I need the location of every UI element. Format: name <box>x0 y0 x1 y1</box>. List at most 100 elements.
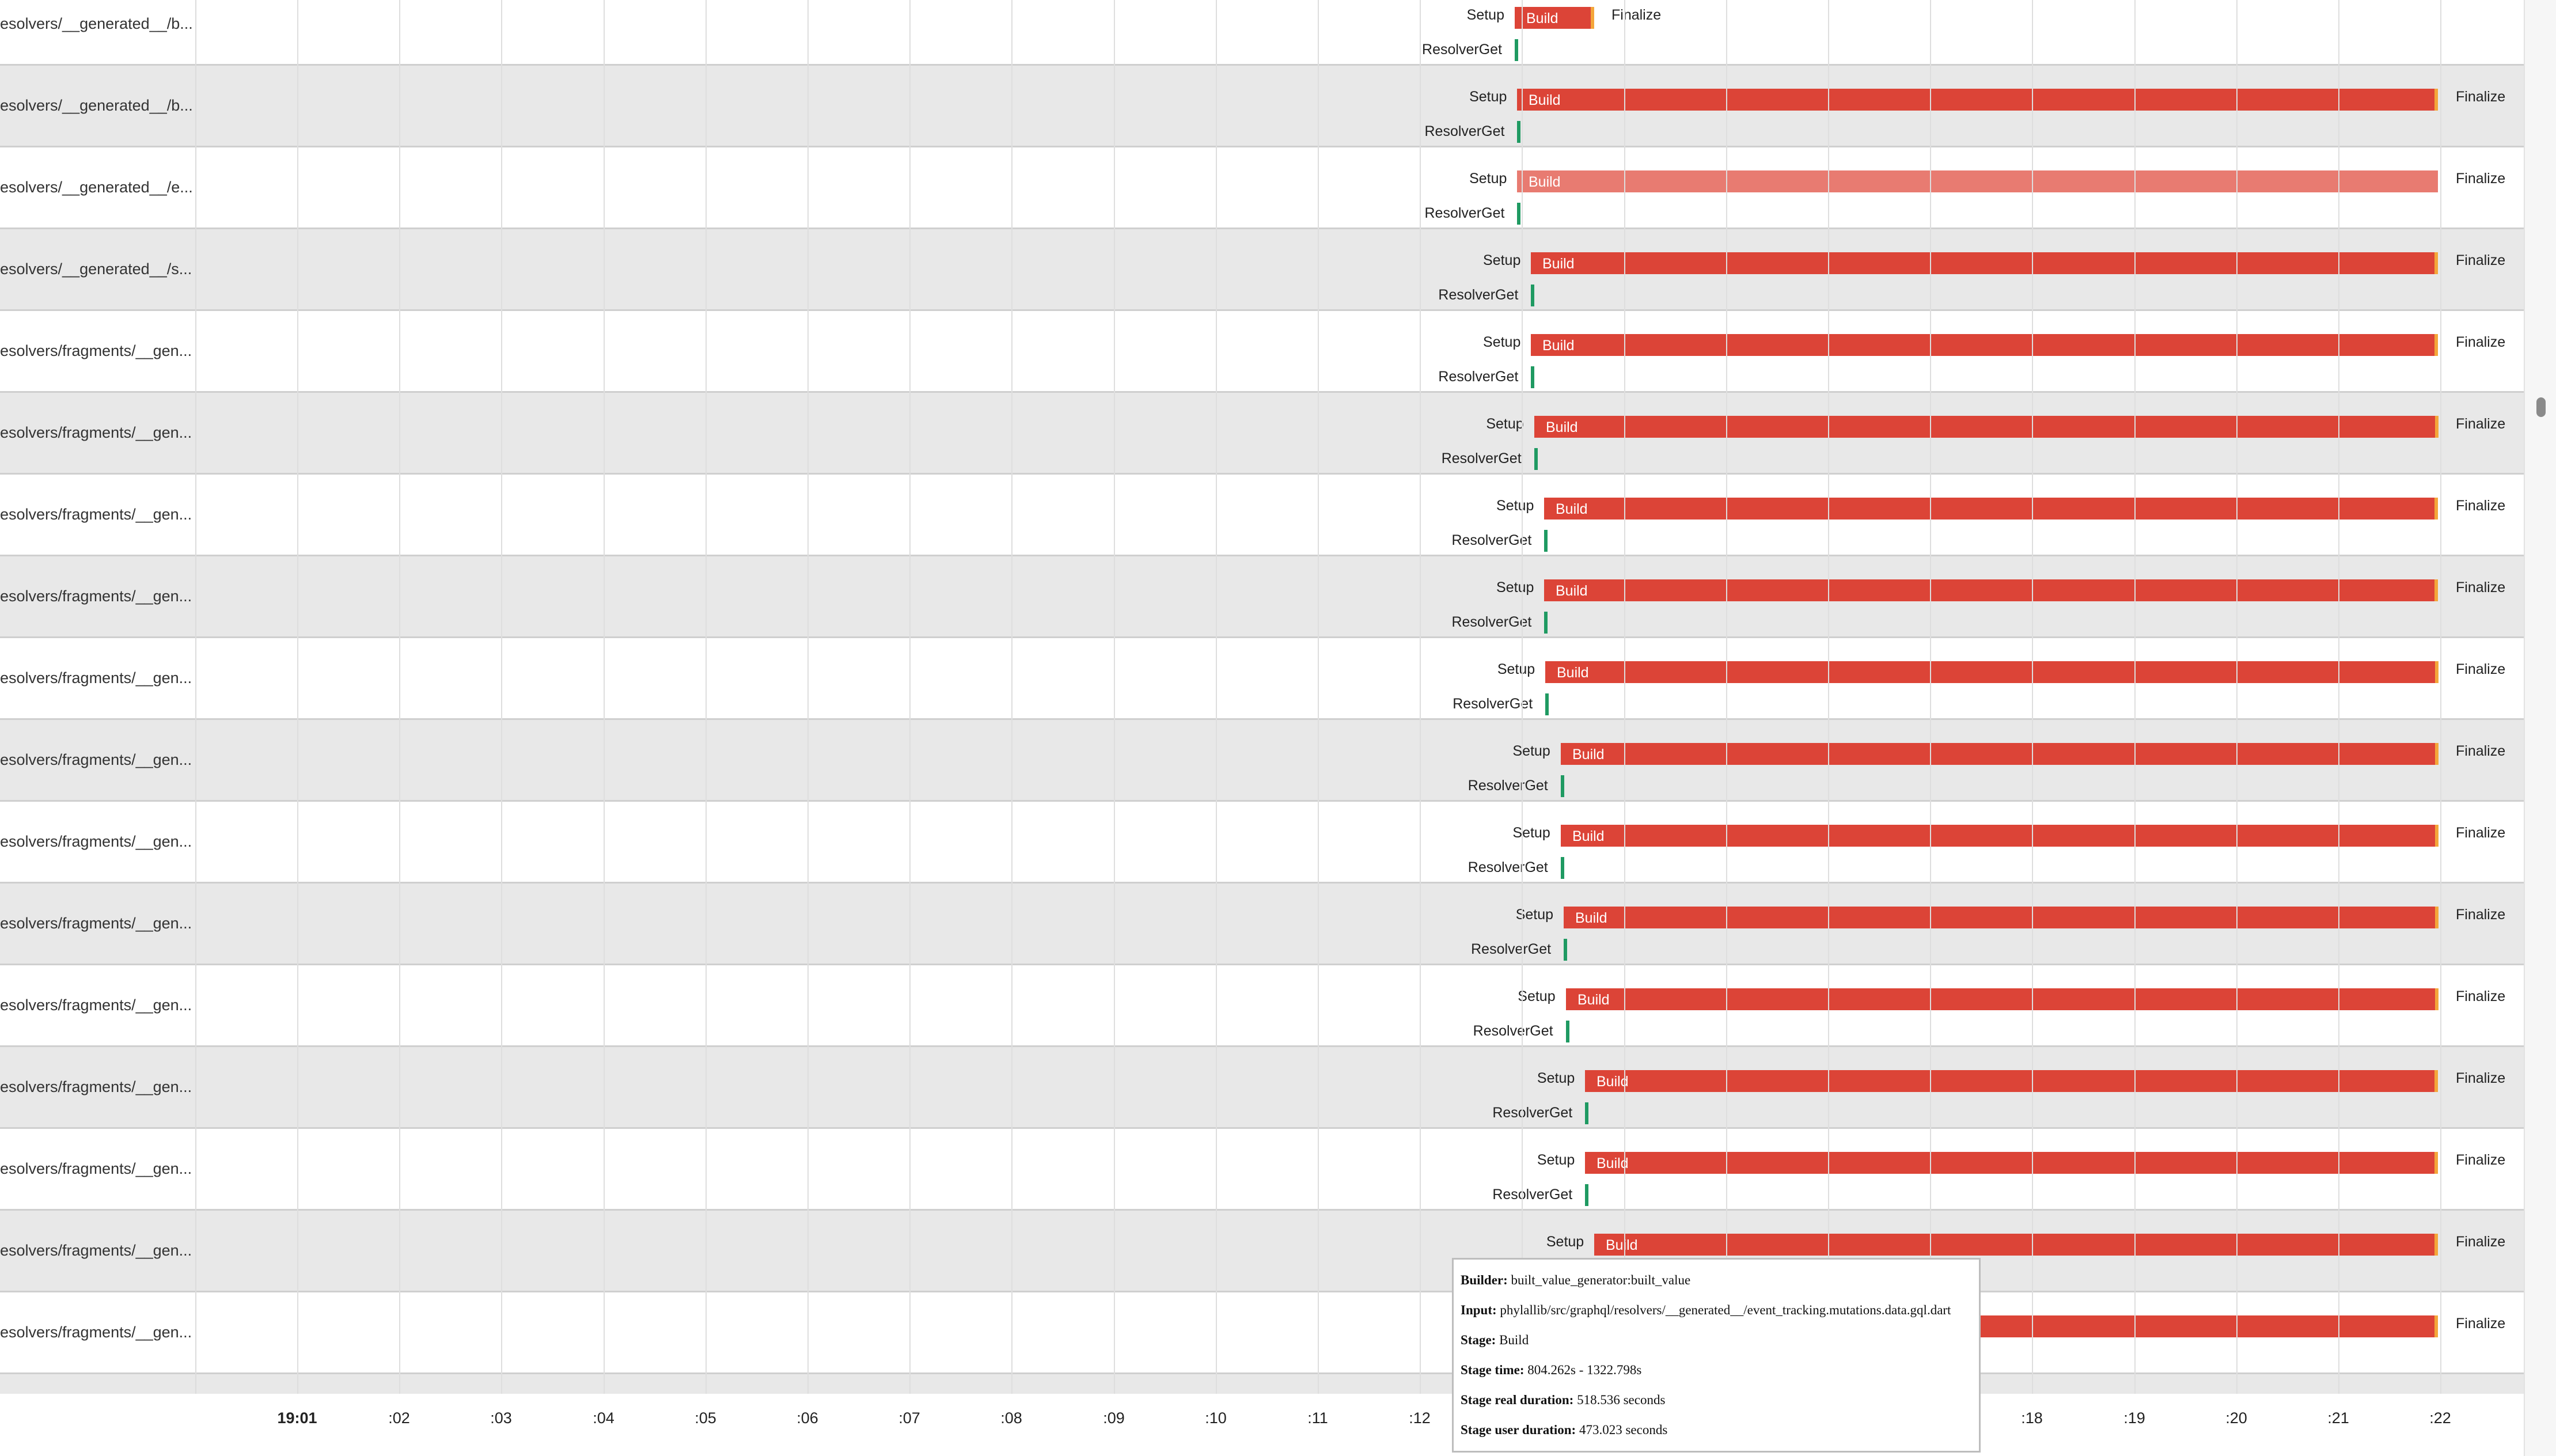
build-stage-bar[interactable]: Build <box>1517 170 2438 192</box>
setup-label: Setup <box>1512 825 1550 841</box>
build-stage-bar[interactable]: Build <box>1564 907 2439 928</box>
finalize-label: Finalize <box>2456 1152 2506 1168</box>
axis-tick-label: :22 <box>2429 1409 2451 1427</box>
build-bar-label: Build <box>1556 501 1588 517</box>
setup-label: Setup <box>1497 661 1535 677</box>
build-stage-bar[interactable]: Build <box>1544 579 2438 601</box>
axis-tick-label: :10 <box>1205 1409 1227 1427</box>
setup-label: Setup <box>1496 579 1534 596</box>
build-stage-bar[interactable]: Build <box>1594 1234 2438 1256</box>
finalize-label: Finalize <box>2456 1234 2506 1250</box>
resolverget-bar[interactable] <box>1561 857 1564 879</box>
build-stage-bar[interactable]: Build <box>1566 988 2439 1010</box>
resolverget-bar[interactable] <box>1561 775 1564 797</box>
timeline-row[interactable]: esolvers/__generated__/e... Setup Build Fin… <box>0 147 2524 229</box>
row-label: esolvers/fragments/__gen... <box>0 669 192 687</box>
gridline <box>1011 0 1012 1394</box>
resolverget-bar[interactable] <box>1517 121 1520 143</box>
vertical-scrollbar[interactable] <box>2524 0 2556 1456</box>
resolverget-bar[interactable] <box>1544 530 1548 552</box>
row-label: esolvers/fragments/__gen... <box>0 342 192 359</box>
tooltip-builder: Builder: built_value_generator:built_val… <box>1461 1273 1691 1287</box>
build-stage-bar[interactable]: Build <box>1531 334 2438 356</box>
timeline-row[interactable]: esolvers/fragments/__gen...SetupBuildFin… <box>0 1292 2524 1374</box>
build-bar-label: Build <box>1529 92 1561 108</box>
resolverget-bar[interactable] <box>1515 39 1518 61</box>
build-stage-bar[interactable]: Build <box>1561 743 2439 765</box>
resolverget-label: ResolverGet <box>1424 205 1505 221</box>
gridline <box>1318 0 1319 1394</box>
resolverget-bar[interactable] <box>1531 285 1534 306</box>
gridline <box>604 0 605 1394</box>
build-bar-label: Build <box>1542 338 1575 354</box>
gridline <box>1522 0 1523 1394</box>
gridline <box>1726 0 1727 1394</box>
row-label: esolvers/fragments/__gen... <box>0 424 192 441</box>
resolverget-bar[interactable] <box>1564 939 1567 961</box>
resolverget-label: ResolverGet <box>1467 778 1548 794</box>
row-label: esolvers/fragments/__gen... <box>0 1324 192 1341</box>
finalize-label: Finalize <box>2456 1070 2506 1086</box>
resolverget-label: ResolverGet <box>1492 1186 1573 1203</box>
timeline-row[interactable]: esolvers/__generated__/b... Setup Build Fin… <box>0 0 2524 66</box>
resolverget-bar[interactable] <box>1531 366 1534 388</box>
build-stage-bar[interactable]: Build <box>1517 89 2438 111</box>
finalize-label: Finalize <box>2456 334 2506 350</box>
axis-tick-label: :03 <box>490 1409 512 1427</box>
tooltip-stage-time: Stage time: 804.262s - 1322.798s <box>1461 1363 1642 1377</box>
axis-tick-label: :12 <box>1409 1409 1431 1427</box>
build-stage-bar[interactable]: Build <box>1515 7 1594 29</box>
build-bar-label: Build <box>1596 1155 1629 1171</box>
build-stage-bar[interactable]: Build <box>1585 1070 2438 1092</box>
timeline-row[interactable]: esolvers/__generated__/b... Setup Build Fin… <box>0 66 2524 147</box>
build-stage-bar[interactable]: Build <box>1531 252 2438 274</box>
resolverget-bar[interactable] <box>1534 448 1538 470</box>
gridline <box>2032 0 2033 1394</box>
time-axis: 19:01:02:03:04:05:06:07:08:09:10:11:12:1… <box>0 1394 2524 1456</box>
build-stage-bar[interactable]: Build <box>1561 825 2439 847</box>
gridline <box>1828 0 1829 1394</box>
resolverget-label: ResolverGet <box>1451 532 1532 548</box>
tooltip-input: Input: phylallib/src/graphql/resolvers/_… <box>1461 1303 1951 1317</box>
build-stage-bar[interactable]: Build <box>1585 1152 2438 1174</box>
build-bar-label: Build <box>1556 583 1588 599</box>
resolverget-label: ResolverGet <box>1438 369 1519 385</box>
axis-tick-label: :08 <box>1000 1409 1022 1427</box>
finalize-label: Finalize <box>2456 170 2506 187</box>
axis-tick-label: :20 <box>2225 1409 2247 1427</box>
scrollbar-thumb[interactable] <box>2536 397 2546 417</box>
finalize-label: Finalize <box>2456 988 2506 1004</box>
resolverget-bar[interactable] <box>1545 693 1549 715</box>
setup-label: Setup <box>1483 334 1521 350</box>
resolverget-bar[interactable] <box>1585 1184 1588 1206</box>
resolverget-bar[interactable] <box>1544 612 1548 634</box>
build-stage-bar[interactable]: Build <box>1544 498 2438 520</box>
resolverget-bar[interactable] <box>1566 1021 1569 1042</box>
row-label: esolvers/fragments/__gen... <box>0 915 192 932</box>
build-bar-label: Build <box>1546 419 1578 435</box>
axis-tick-label: :19 <box>2123 1409 2145 1427</box>
build-bar-label: Build <box>1572 746 1605 763</box>
resolverget-bar[interactable] <box>1517 203 1520 225</box>
build-stage-bar[interactable]: Build <box>1545 661 2439 683</box>
build-bar-label: Build <box>1572 828 1605 844</box>
timeline-row[interactable]: esolvers/fragments/__gen... Setup Build Fin… <box>0 311 2524 393</box>
timeline-row[interactable]: esolvers/__generated__/s... Setup Build Fin… <box>0 229 2524 311</box>
gridline <box>399 0 400 1394</box>
resolverget-bar[interactable] <box>1585 1102 1588 1124</box>
gridline <box>2236 0 2238 1394</box>
resolverget-label: ResolverGet <box>1492 1105 1573 1121</box>
build-stage-bar[interactable]: Build <box>1534 416 2439 438</box>
